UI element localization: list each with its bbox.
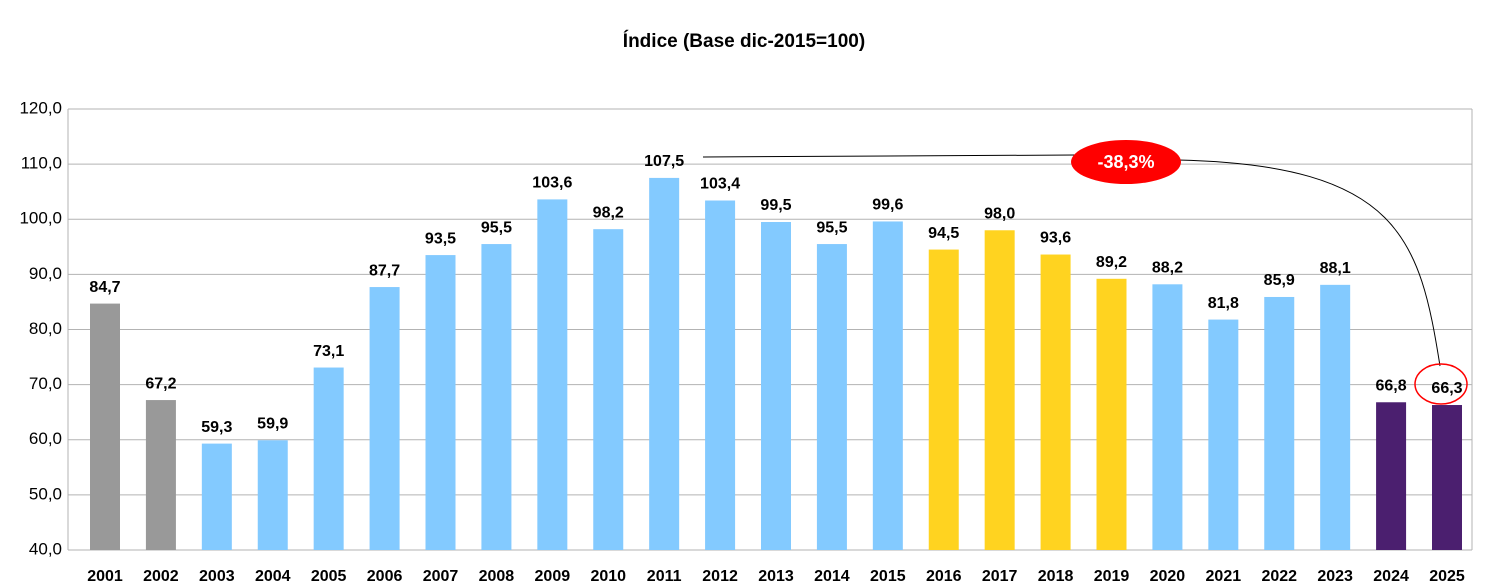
- value-label: 89,2: [1096, 254, 1127, 271]
- value-label: 95,5: [816, 219, 847, 236]
- value-label: 88,2: [1152, 260, 1183, 277]
- x-tick-label: 2002: [143, 568, 179, 585]
- value-label: 81,8: [1208, 295, 1239, 312]
- x-tick-label: 2020: [1150, 568, 1186, 585]
- value-label: 66,3: [1431, 380, 1462, 397]
- x-tick-label: 2009: [535, 568, 571, 585]
- bar: [1096, 278, 1127, 550]
- value-label: 59,3: [201, 419, 232, 436]
- y-tick-label: 70,0: [29, 374, 62, 393]
- y-tick-label: 120,0: [19, 98, 62, 117]
- bar: [1432, 405, 1462, 550]
- highlight-circle: [1414, 363, 1468, 405]
- y-tick-label: 40,0: [29, 539, 62, 558]
- value-label: 88,1: [1320, 260, 1351, 277]
- x-tick-label: 2012: [702, 568, 738, 585]
- value-label: 73,1: [313, 343, 344, 360]
- bar: [90, 303, 120, 550]
- value-label: 93,5: [425, 230, 456, 247]
- bar: [313, 367, 344, 550]
- y-tick-label: 80,0: [29, 319, 62, 338]
- bar: [145, 400, 176, 550]
- connector: [702, 154, 1076, 158]
- y-tick-label: 50,0: [29, 484, 62, 503]
- x-tick-label: 2001: [87, 568, 123, 585]
- x-tick-label: 2025: [1429, 568, 1465, 585]
- x-tick-label: 2007: [423, 568, 459, 585]
- value-label: 85,9: [1264, 272, 1295, 289]
- bar: [928, 249, 959, 550]
- value-label: 103,4: [700, 176, 740, 193]
- value-label: 107,5: [644, 153, 684, 170]
- x-tick-label: 2021: [1206, 568, 1242, 585]
- bar: [1320, 284, 1351, 550]
- x-tick-label: 2015: [870, 568, 906, 585]
- x-tick-label: 2014: [814, 568, 850, 585]
- x-tick-label: 2008: [479, 568, 515, 585]
- bar: [705, 200, 736, 550]
- bar: [761, 222, 791, 550]
- annotation-badge: [1071, 140, 1181, 184]
- value-label: 103,6: [532, 175, 572, 192]
- x-tick-label: 2022: [1261, 568, 1297, 585]
- value-label: 66,8: [1376, 377, 1407, 394]
- value-label: 67,2: [145, 375, 176, 392]
- value-label: 98,2: [593, 204, 624, 221]
- x-tick-label: 2006: [367, 568, 403, 585]
- x-tick-label: 2019: [1094, 568, 1130, 585]
- x-tick-label: 2010: [590, 568, 626, 585]
- bar: [257, 440, 288, 550]
- bar: [1264, 296, 1295, 550]
- bar: [1152, 284, 1183, 550]
- value-label: 99,5: [760, 197, 791, 214]
- bar: [816, 244, 847, 550]
- value-label: 98,0: [984, 205, 1015, 222]
- x-tick-label: 2011: [647, 568, 682, 585]
- x-tick-label: 2005: [311, 568, 347, 585]
- value-label: 87,7: [369, 262, 400, 279]
- bar: [425, 255, 456, 551]
- bar: [984, 230, 1015, 550]
- x-tick-label: 2023: [1317, 568, 1353, 585]
- annotation: -38,3%: [1097, 152, 1154, 172]
- x-tick-label: 2016: [926, 568, 962, 585]
- value-label: 94,5: [928, 225, 959, 242]
- chart-title: Índice (Base dic-2015=100): [623, 30, 865, 52]
- bar: [872, 221, 903, 550]
- x-tick-label: 2018: [1038, 568, 1074, 585]
- x-tick-label: 2003: [199, 568, 235, 585]
- connector: [1177, 159, 1441, 367]
- bar: [537, 199, 568, 550]
- x-tick-label: 2024: [1373, 568, 1409, 585]
- y-tick-label: 90,0: [29, 264, 62, 283]
- bar: [649, 177, 680, 550]
- value-label: 84,7: [89, 279, 120, 296]
- y-tick-label: 60,0: [29, 429, 62, 448]
- bar: [481, 244, 512, 550]
- x-tick-label: 2017: [982, 568, 1018, 585]
- value-label: 99,6: [872, 197, 903, 214]
- y-tick-label: 100,0: [19, 209, 62, 228]
- bar: [1376, 402, 1407, 550]
- y-tick-label: 110,0: [21, 154, 62, 173]
- value-label: 95,5: [481, 219, 512, 236]
- bar: [369, 287, 400, 550]
- bar: [1040, 254, 1071, 550]
- plot-area: 40,0 50,0 60,0 70,0 80,0 90,0 100,0 110,0 120,0 2…: [19, 98, 1473, 585]
- x-tick-label: 2013: [758, 568, 794, 585]
- bar: [1208, 319, 1239, 550]
- bar: [593, 229, 624, 551]
- bar: [201, 443, 232, 550]
- x-tick-label: 2004: [255, 568, 291, 585]
- value-label: 93,6: [1040, 230, 1071, 247]
- value-label: 59,9: [257, 416, 288, 433]
